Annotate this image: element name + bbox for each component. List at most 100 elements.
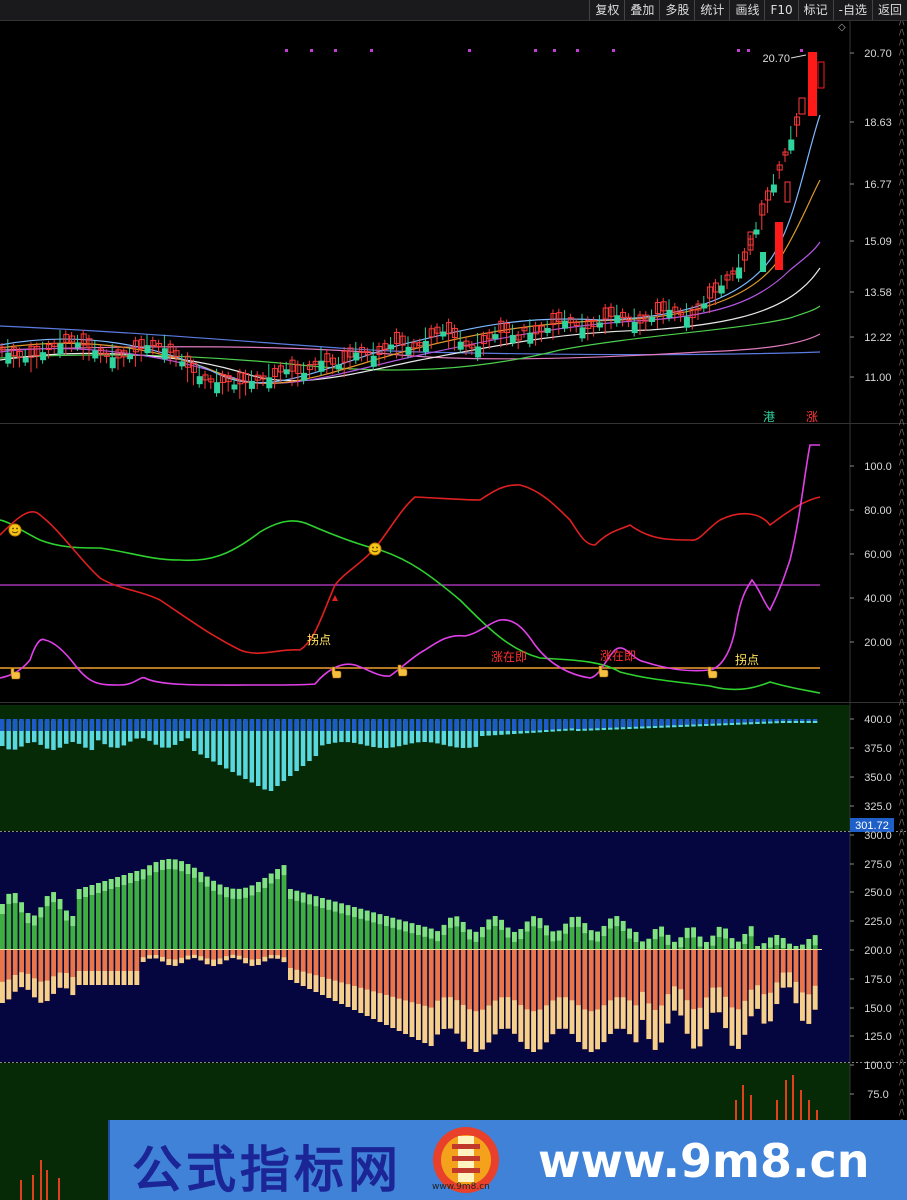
toolbar-button-8[interactable]: 返回 [871,0,907,20]
candle[interactable] [579,327,586,339]
candle[interactable] [718,285,725,294]
candlesticks[interactable] [0,52,825,399]
candle[interactable] [747,231,754,251]
candle[interactable] [115,349,122,359]
candle[interactable] [620,311,627,318]
candle[interactable] [109,357,116,369]
candle[interactable] [689,309,696,319]
candle[interactable] [509,334,516,343]
candle[interactable] [817,61,825,89]
candle[interactable] [22,357,29,363]
candle[interactable] [330,357,337,365]
candle[interactable] [730,270,737,275]
candle[interactable] [214,382,221,394]
candle[interactable] [359,346,366,353]
candle[interactable] [156,343,163,348]
candle-big[interactable] [808,52,817,116]
candle[interactable] [254,374,261,381]
candle[interactable] [74,342,81,348]
candle[interactable] [225,375,232,383]
candle[interactable] [515,334,522,341]
candle[interactable] [185,355,192,368]
candle[interactable] [63,333,70,343]
candle[interactable] [318,360,325,372]
candle[interactable] [707,286,714,299]
candle[interactable] [376,346,383,356]
candle[interactable] [631,322,638,334]
candle[interactable] [417,342,424,347]
candle[interactable] [457,341,464,350]
candle[interactable] [393,331,400,344]
candle[interactable] [538,325,545,333]
candle[interactable] [34,345,41,356]
candle[interactable] [492,334,499,340]
candle[interactable] [173,350,180,358]
candle[interactable] [672,306,679,313]
candle[interactable] [57,343,64,355]
candle[interactable] [469,344,476,349]
candle[interactable] [341,350,348,363]
candle[interactable] [695,303,702,311]
candle[interactable] [51,342,58,347]
candle[interactable] [80,333,87,346]
candle[interactable] [312,360,319,365]
candle[interactable] [666,309,673,318]
candle[interactable] [405,346,412,355]
candle[interactable] [736,267,743,279]
candle[interactable] [678,311,685,316]
candle[interactable] [486,332,493,340]
candle[interactable] [370,355,377,367]
candle[interactable] [654,302,661,315]
toolbar-button-4[interactable]: 画线 [729,0,764,20]
candle[interactable] [138,339,145,350]
candle[interactable] [132,340,139,353]
candle[interactable] [788,139,795,151]
candle[interactable] [28,345,35,358]
candle[interactable] [567,317,574,324]
candle[interactable] [411,342,418,349]
candle[interactable] [498,320,505,333]
candle[interactable] [759,203,766,216]
candle[interactable] [643,314,650,322]
candle[interactable] [306,364,313,371]
candle[interactable] [347,347,354,358]
candle[interactable] [660,301,667,312]
candle[interactable] [219,373,226,383]
candle-big[interactable] [775,222,783,270]
candle[interactable] [237,372,244,385]
candle[interactable] [550,312,557,325]
candle[interactable] [637,314,644,324]
candle[interactable] [335,364,342,370]
candle[interactable] [683,316,690,328]
candle[interactable] [760,252,766,272]
candle[interactable] [544,327,551,333]
candle[interactable] [231,384,238,390]
candle[interactable] [202,374,209,381]
candle[interactable] [324,353,331,363]
candle[interactable] [784,181,791,203]
candle[interactable] [596,322,603,328]
candle[interactable] [103,352,110,357]
toolbar-button-0[interactable]: 复权 [589,0,624,20]
candle[interactable] [11,347,18,357]
candle[interactable] [602,307,609,320]
toolbar-button-3[interactable]: 统计 [694,0,729,20]
candle[interactable] [40,352,47,361]
candle[interactable] [45,344,52,351]
candle[interactable] [266,377,273,389]
candle[interactable] [776,164,783,171]
candle[interactable] [463,340,470,347]
candle[interactable] [260,375,267,380]
chart-area[interactable]: /\/\/\/\/\/\/\/\/\/\/\/\/\/\/\/\/\/\/\/\… [0,21,907,1200]
candle[interactable] [16,350,23,358]
candle[interactable] [364,351,371,356]
candle[interactable] [272,368,279,378]
candle[interactable] [422,340,429,352]
candle[interactable] [92,350,99,359]
candle[interactable] [446,322,453,335]
candle[interactable] [167,343,174,353]
candle[interactable] [556,312,563,323]
candle[interactable] [608,306,615,317]
candle[interactable] [121,350,128,358]
candle[interactable] [179,361,186,367]
